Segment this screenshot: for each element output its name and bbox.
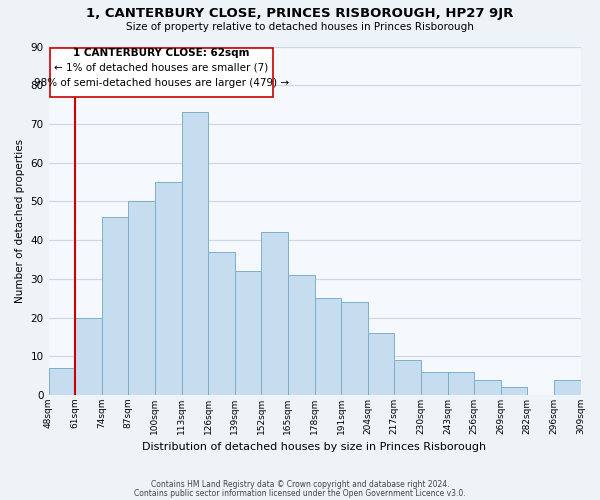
Bar: [368, 333, 394, 395]
X-axis label: Distribution of detached houses by size in Princes Risborough: Distribution of detached houses by size …: [142, 442, 487, 452]
Bar: [235, 271, 262, 395]
Bar: [554, 380, 581, 395]
Bar: [501, 388, 527, 395]
Bar: [394, 360, 421, 395]
Text: Contains HM Land Registry data © Crown copyright and database right 2024.: Contains HM Land Registry data © Crown c…: [151, 480, 449, 489]
Bar: [474, 380, 501, 395]
Bar: [288, 275, 314, 395]
Bar: [49, 368, 75, 395]
Bar: [182, 112, 208, 395]
Text: ← 1% of detached houses are smaller (7): ← 1% of detached houses are smaller (7): [55, 63, 269, 73]
Text: Size of property relative to detached houses in Princes Risborough: Size of property relative to detached ho…: [126, 22, 474, 32]
Bar: [75, 318, 102, 395]
Bar: [102, 217, 128, 395]
Text: Contains public sector information licensed under the Open Government Licence v3: Contains public sector information licen…: [134, 488, 466, 498]
Text: 1 CANTERBURY CLOSE: 62sqm: 1 CANTERBURY CLOSE: 62sqm: [73, 48, 250, 58]
Bar: [421, 372, 448, 395]
Bar: [341, 302, 368, 395]
Text: 1, CANTERBURY CLOSE, PRINCES RISBOROUGH, HP27 9JR: 1, CANTERBURY CLOSE, PRINCES RISBOROUGH,…: [86, 8, 514, 20]
Bar: [448, 372, 474, 395]
Text: 98% of semi-detached houses are larger (479) →: 98% of semi-detached houses are larger (…: [34, 78, 289, 88]
Bar: [155, 182, 182, 395]
FancyBboxPatch shape: [50, 48, 273, 97]
Bar: [128, 202, 155, 395]
Bar: [314, 298, 341, 395]
Y-axis label: Number of detached properties: Number of detached properties: [15, 138, 25, 303]
Bar: [262, 232, 288, 395]
Bar: [208, 252, 235, 395]
